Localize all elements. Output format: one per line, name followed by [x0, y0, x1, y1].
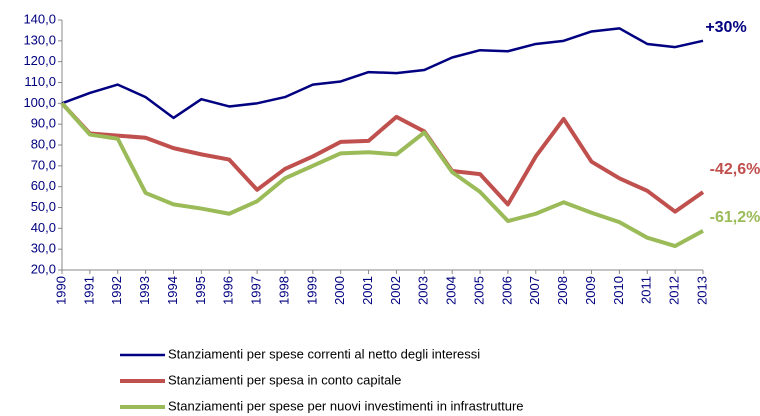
series-line [60, 101, 705, 214]
x-tick-label: 2006 [499, 276, 514, 305]
y-tick-label: 20,0 [31, 261, 56, 276]
y-tick-label: 70,0 [31, 157, 56, 172]
x-tick-label: 2007 [527, 276, 542, 305]
x-tick-label: 2012 [667, 276, 682, 305]
y-tick-label: 110,0 [24, 74, 56, 89]
legend-label: Stanziamenti per spesa in conto capitale [168, 372, 401, 387]
y-tick-label: 90,0 [31, 116, 56, 131]
x-tick-label: 1998 [276, 276, 291, 305]
y-tick-label: 140,0 [23, 11, 56, 26]
annotation: -42,6% [710, 161, 760, 178]
x-tick-label: 2011 [639, 276, 654, 304]
x-tick-label: 2001 [360, 276, 375, 305]
x-tick-label: 1994 [165, 276, 180, 305]
annotation: -61,2% [710, 209, 760, 226]
series-line [60, 102, 704, 249]
x-tick-label: 2002 [388, 276, 403, 305]
x-tick-label: 2010 [611, 276, 626, 305]
series-line [61, 27, 704, 120]
y-tick-label: 50,0 [31, 199, 56, 214]
x-tick-label: 2013 [694, 276, 709, 305]
x-tick-label: 1997 [249, 276, 264, 305]
y-tick-label: 40,0 [31, 220, 56, 235]
x-tick-label: 2004 [444, 276, 459, 305]
x-tick-label: 1991 [81, 276, 96, 305]
annotation: +30% [705, 19, 746, 36]
x-tick-label: 2003 [416, 276, 431, 305]
legend-label: Stanziamenti per spese correnti al netto… [168, 346, 480, 361]
x-tick-label: 1990 [53, 276, 68, 305]
x-tick-label: 1995 [193, 276, 208, 305]
y-tick-label: 130,0 [23, 32, 56, 47]
y-tick-label: 60,0 [31, 178, 56, 193]
x-tick-label: 1992 [109, 276, 124, 305]
x-tick-label: 2009 [583, 276, 598, 305]
x-tick-label: 1996 [221, 276, 236, 305]
y-tick-label: 30,0 [31, 241, 56, 256]
x-tick-label: 1993 [137, 276, 152, 305]
y-tick-label: 100,0 [23, 95, 56, 110]
x-tick-label: 1999 [304, 276, 319, 305]
x-tick-label: 2008 [555, 276, 570, 305]
x-tick-label: 2000 [332, 276, 347, 305]
y-tick-label: 80,0 [31, 136, 56, 151]
x-tick-label: 2005 [471, 276, 486, 305]
y-tick-label: 120,0 [23, 53, 56, 68]
legend-label: Stanziamenti per spese per nuovi investi… [168, 398, 524, 413]
